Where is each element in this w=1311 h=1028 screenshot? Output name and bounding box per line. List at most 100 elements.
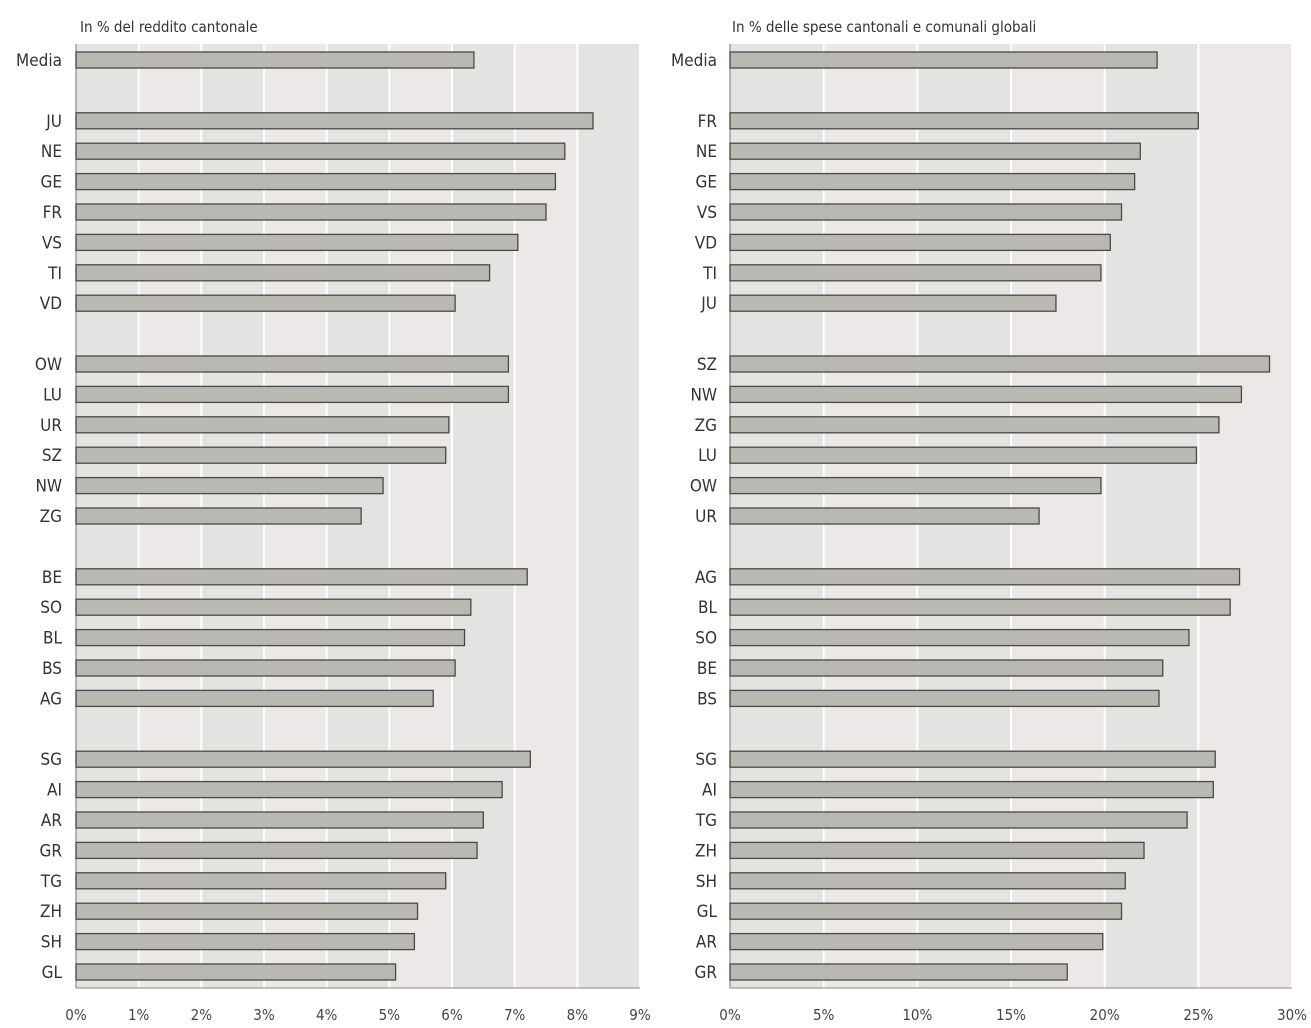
- x-tick-label: 0%: [719, 1006, 741, 1024]
- x-tick-label: 4%: [316, 1006, 338, 1024]
- plot-band: [1198, 44, 1292, 988]
- category-label: SZ: [697, 355, 717, 375]
- bar: [75, 811, 484, 829]
- category-label: GE: [40, 173, 62, 193]
- category-label: AG: [40, 689, 62, 709]
- bar: [75, 416, 450, 434]
- bar: [729, 142, 1141, 160]
- category-label: SH: [696, 872, 717, 892]
- category-label: GL: [42, 963, 63, 983]
- bar: [75, 142, 566, 160]
- x-tick-label: 0%: [65, 1006, 87, 1024]
- chart-title: In % delle spese cantonali e comunali gl…: [732, 18, 1036, 36]
- category-label: GE: [695, 173, 717, 193]
- bar: [729, 507, 1040, 525]
- category-label: JU: [700, 294, 717, 314]
- bar: [75, 598, 472, 616]
- category-label: Media: [671, 51, 717, 71]
- bar: [729, 689, 1160, 708]
- bar: [75, 628, 466, 647]
- category-label: VD: [695, 233, 717, 253]
- category-label: FR: [43, 203, 63, 223]
- bar: [729, 355, 1271, 373]
- x-tick-label: 20%: [1090, 1006, 1120, 1024]
- bar: [729, 416, 1220, 434]
- x-tick-label: 5%: [813, 1006, 835, 1024]
- category-label: AR: [696, 933, 717, 953]
- category-label: TI: [47, 264, 62, 284]
- bar: [729, 598, 1231, 616]
- bar: [729, 203, 1123, 221]
- category-label: ZH: [695, 841, 717, 861]
- category-label: BL: [698, 598, 717, 618]
- category-label: NW: [690, 385, 717, 405]
- bar: [75, 902, 419, 920]
- bar: [729, 385, 1243, 404]
- plot-band: [452, 44, 515, 988]
- category-label: ZG: [695, 416, 717, 436]
- bar: [729, 811, 1188, 829]
- category-label: TG: [695, 811, 717, 831]
- bar: [75, 203, 547, 221]
- category-label: OW: [690, 477, 717, 497]
- bar: [729, 446, 1198, 464]
- bar: [729, 750, 1216, 768]
- bar: [75, 294, 456, 312]
- category-label: BE: [697, 659, 717, 679]
- bar: [75, 446, 447, 464]
- chart-title: In % del reddito cantonale: [80, 18, 258, 36]
- category-label: UR: [695, 507, 717, 527]
- category-label: BE: [42, 568, 62, 588]
- chart-panel-1: In % del reddito cantonale 0% 1% 2% 3% 4% 5% 6%…: [16, 18, 651, 1024]
- x-tick-label: 10%: [902, 1006, 932, 1024]
- category-label: SG: [695, 750, 717, 770]
- x-tick-label: 1%: [128, 1006, 150, 1024]
- plot-band: [1104, 44, 1199, 988]
- category-label: SH: [41, 933, 62, 953]
- category-label: NW: [35, 477, 62, 497]
- category-label: TG: [40, 872, 62, 892]
- bar: [729, 659, 1164, 677]
- category-label: AI: [702, 781, 717, 801]
- category-label: Media: [16, 51, 62, 71]
- category-label: VS: [42, 233, 62, 253]
- category-label: LU: [698, 446, 717, 466]
- category-label: TI: [702, 264, 717, 284]
- bar: [75, 841, 478, 860]
- bar: [729, 902, 1123, 920]
- bar: [729, 172, 1136, 191]
- x-tick-label: 15%: [996, 1006, 1026, 1024]
- x-tick-label: 9%: [629, 1006, 651, 1024]
- bar: [729, 233, 1111, 252]
- plot-band: [577, 44, 640, 988]
- bar: [75, 385, 510, 404]
- plot-band: [514, 44, 578, 988]
- bar: [75, 689, 434, 708]
- bar: [75, 568, 528, 586]
- bar: [75, 932, 416, 951]
- plot-band: [389, 44, 452, 988]
- bar: [75, 872, 447, 890]
- bar: [729, 841, 1145, 860]
- category-label: BS: [42, 659, 62, 679]
- category-label: SO: [40, 598, 62, 618]
- bar: [75, 476, 384, 495]
- category-label: AI: [47, 781, 62, 801]
- category-label: NE: [41, 142, 62, 162]
- category-label: NE: [696, 142, 717, 162]
- x-tick-label: 5%: [379, 1006, 401, 1024]
- bar: [75, 112, 594, 130]
- x-tick-label: 8%: [567, 1006, 589, 1024]
- category-label: GR: [695, 963, 718, 983]
- x-tick-label: 2%: [191, 1006, 213, 1024]
- category-label: LU: [43, 385, 62, 405]
- bar: [729, 294, 1057, 312]
- x-tick-label: 6%: [441, 1006, 463, 1024]
- bar: [729, 51, 1158, 69]
- category-label: FR: [698, 112, 718, 132]
- x-tick-label: 25%: [1183, 1006, 1213, 1024]
- bar: [75, 51, 475, 69]
- bar: [75, 659, 456, 677]
